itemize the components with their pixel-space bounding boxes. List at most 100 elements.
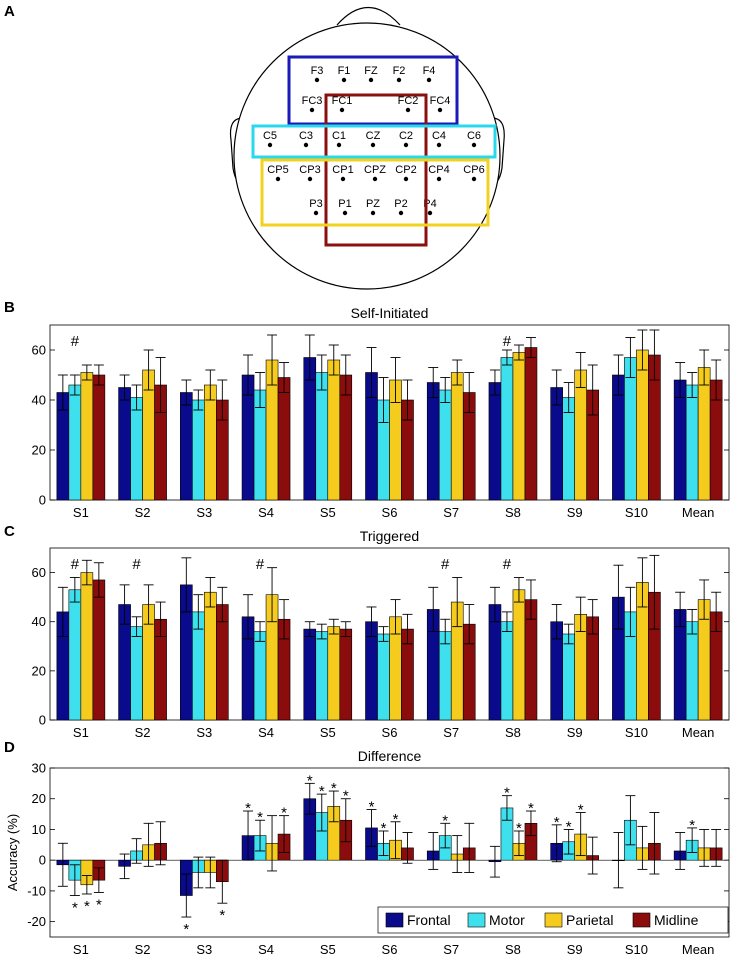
legend-swatch-parietal xyxy=(544,912,563,928)
electrode-label: PZ xyxy=(366,198,380,210)
electrode-label: C6 xyxy=(467,130,481,142)
significance-hash-s2: # xyxy=(132,556,141,573)
error-bar xyxy=(328,344,339,376)
error-bar xyxy=(143,349,154,391)
bar-motor-s9 xyxy=(562,633,575,721)
error-bar xyxy=(119,853,130,880)
chart-title: Self-Initiated xyxy=(351,305,429,321)
x-tick-label: S10 xyxy=(625,725,648,740)
error-bar xyxy=(440,618,451,645)
error-bar xyxy=(316,354,327,391)
electrode-fc2: FC2 xyxy=(398,95,418,113)
significance-star: * xyxy=(369,798,375,815)
error-bar xyxy=(649,812,660,875)
legend-label-midline: Midline xyxy=(654,912,699,928)
error-bar xyxy=(675,362,686,398)
error-bar xyxy=(93,364,104,386)
legend-swatch-midline xyxy=(632,912,651,928)
panel-label-d: D xyxy=(4,739,15,756)
x-tick-label: S2 xyxy=(135,942,151,957)
bar-motor-s10 xyxy=(624,357,637,501)
legend-label-motor: Motor xyxy=(489,912,525,928)
electrode-label: CP3 xyxy=(299,164,320,176)
bar-motor-s7 xyxy=(438,389,452,501)
error-bar xyxy=(501,349,512,366)
electrode-c2: C2 xyxy=(399,130,413,148)
error-bar xyxy=(501,611,512,632)
electrode-label: F1 xyxy=(338,65,351,77)
bar-parietal-s3 xyxy=(204,384,217,501)
bar-parietal-s1 xyxy=(80,372,94,501)
y-tick-label: 60 xyxy=(32,343,46,358)
error-bar xyxy=(452,835,463,873)
electrode-label: F4 xyxy=(423,65,436,77)
x-tick-label: S6 xyxy=(382,942,398,957)
series-midline xyxy=(92,329,723,501)
series-motor xyxy=(68,793,699,896)
error-bar xyxy=(711,591,722,632)
electrode-layer: F3 F1 FZ F2 F4 FC3 FC1 FC2 FC4 C5 C3 C1 CZ C2 C4 C6 CP5 C… xyxy=(263,65,485,216)
bar-parietal-s9 xyxy=(574,369,587,501)
electrode-fz: FZ xyxy=(364,65,378,83)
error-bar xyxy=(637,825,648,870)
error-bar xyxy=(489,845,500,878)
error-bar xyxy=(637,329,648,371)
significance-star: * xyxy=(504,785,510,802)
electrode-dot xyxy=(342,210,348,216)
error-bar xyxy=(81,559,92,586)
electrode-label: FZ xyxy=(364,65,378,77)
significance-hash-s1: # xyxy=(71,333,80,350)
error-bar xyxy=(243,354,254,396)
error-bar xyxy=(119,584,130,625)
y-tick-label: -10 xyxy=(27,883,46,898)
error-bar xyxy=(699,829,710,867)
electrode-dot xyxy=(398,210,404,216)
electrode-c4: C4 xyxy=(432,130,446,148)
bar-parietal-s3 xyxy=(204,591,217,721)
error-bar xyxy=(181,379,192,406)
bar-parietal-s8 xyxy=(512,352,526,501)
y-tick-label: 0 xyxy=(39,493,46,508)
error-bar xyxy=(131,616,142,637)
error-bar xyxy=(402,613,413,645)
x-tick-label: S6 xyxy=(382,725,398,740)
significance-star: * xyxy=(183,921,189,938)
electrode-fc3: FC3 xyxy=(302,95,322,113)
bar-motor-s3 xyxy=(192,399,205,501)
error-bar xyxy=(378,377,389,423)
series-motor xyxy=(68,577,699,721)
significance-star: * xyxy=(96,896,102,913)
electrode-label: CP2 xyxy=(395,164,416,176)
significance-star: * xyxy=(331,780,337,797)
error-bar xyxy=(675,591,686,628)
bar-motor-s2 xyxy=(130,397,143,501)
significance-star: * xyxy=(281,805,287,822)
error-bar xyxy=(563,829,574,855)
error-bar xyxy=(440,822,451,849)
error-bar xyxy=(304,621,315,637)
bar-midline-s1 xyxy=(92,579,106,721)
bar-motor-s1 xyxy=(68,589,82,721)
error-bar xyxy=(428,832,439,870)
error-bar xyxy=(452,359,463,386)
electrode-label: C5 xyxy=(263,130,277,142)
error-bar xyxy=(575,596,586,632)
chart-self-initiated: Self-Initiated 0 20 40 60 # # S1 S2 S3 S4 S5 S6 S7 S8 S… xyxy=(32,305,730,520)
electrode-p3: P3 xyxy=(309,198,323,216)
electrode-f2: F2 xyxy=(393,65,405,83)
electrode-label: CPZ xyxy=(364,164,386,176)
x-tick-label: S5 xyxy=(320,725,336,740)
significance-hash-s4: # xyxy=(256,556,265,573)
series-parietal xyxy=(80,790,711,895)
electrode-dot xyxy=(436,176,442,182)
error-bar xyxy=(81,875,92,895)
error-bar xyxy=(93,867,104,893)
error-bar xyxy=(525,579,536,620)
bar-motor-s1 xyxy=(68,384,82,501)
error-bar xyxy=(69,374,80,396)
y-tick-label: 30 xyxy=(32,761,46,776)
error-bar xyxy=(255,621,266,642)
error-bar xyxy=(687,372,698,398)
error-bar xyxy=(316,793,327,832)
error-bar xyxy=(464,822,475,873)
